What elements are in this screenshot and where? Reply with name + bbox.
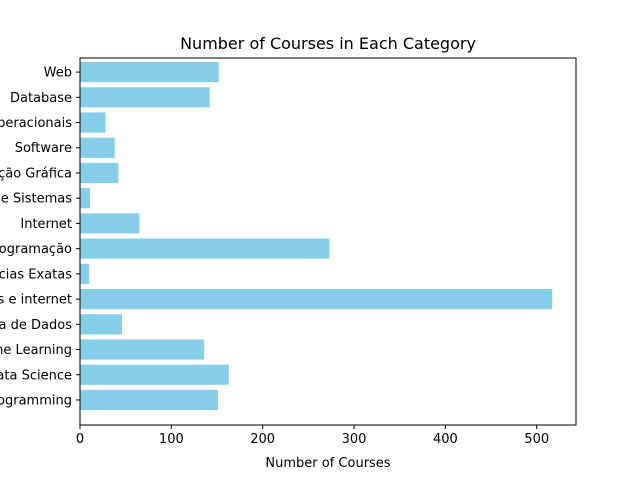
- y-tick-label: Redes e internet: [0, 293, 72, 308]
- y-axis-ticks: Web Database Sistemas Operacionais Software…: [0, 66, 80, 408]
- x-tick-label: 0: [76, 432, 84, 447]
- x-tick-label: 300: [342, 432, 367, 447]
- bar: [80, 389, 218, 411]
- bar: [80, 112, 106, 133]
- x-tick-label: 200: [250, 432, 275, 447]
- x-tick-label: 400: [433, 432, 458, 447]
- bar: [80, 314, 123, 335]
- bar: [80, 263, 90, 284]
- y-tick-label: Análise e Projeto de Sistemas: [0, 192, 72, 207]
- bar: [80, 238, 330, 259]
- y-tick-label: Machine Learning: [0, 343, 72, 358]
- y-tick-label: Web: [44, 66, 72, 81]
- bar: [80, 188, 91, 209]
- bar: [80, 61, 219, 83]
- x-tick-label: 500: [524, 432, 549, 447]
- y-tick-label: Internet: [20, 217, 72, 232]
- plot-frame: [79, 57, 577, 426]
- y-tick-label: Sistemas Operacionais: [0, 116, 72, 131]
- bar: [80, 137, 115, 158]
- x-tick-label: 100: [159, 432, 184, 447]
- y-tick-label: Ciências Exatas: [0, 267, 72, 282]
- y-tick-label: Database: [10, 91, 72, 106]
- bar: [80, 162, 119, 184]
- bar: [80, 364, 229, 385]
- y-tick-label: Programming: [0, 393, 72, 408]
- bar: [80, 87, 210, 108]
- x-axis-label: Number of Courses: [265, 456, 390, 471]
- y-tick-label: Programação: [0, 242, 72, 257]
- bars: [80, 61, 553, 411]
- y-tick-label: Ciência de Dados: [0, 318, 72, 333]
- bar: [80, 288, 553, 310]
- x-axis-ticks: 0 100 200 300 400 500: [76, 425, 549, 447]
- y-tick-label: Software: [15, 141, 72, 156]
- y-tick-label: Computação Gráfica: [0, 166, 72, 181]
- bar: [80, 339, 205, 360]
- bar: [80, 213, 140, 234]
- y-tick-label: Data Science: [0, 368, 72, 383]
- chart-title: Number of Courses in Each Category: [180, 34, 476, 53]
